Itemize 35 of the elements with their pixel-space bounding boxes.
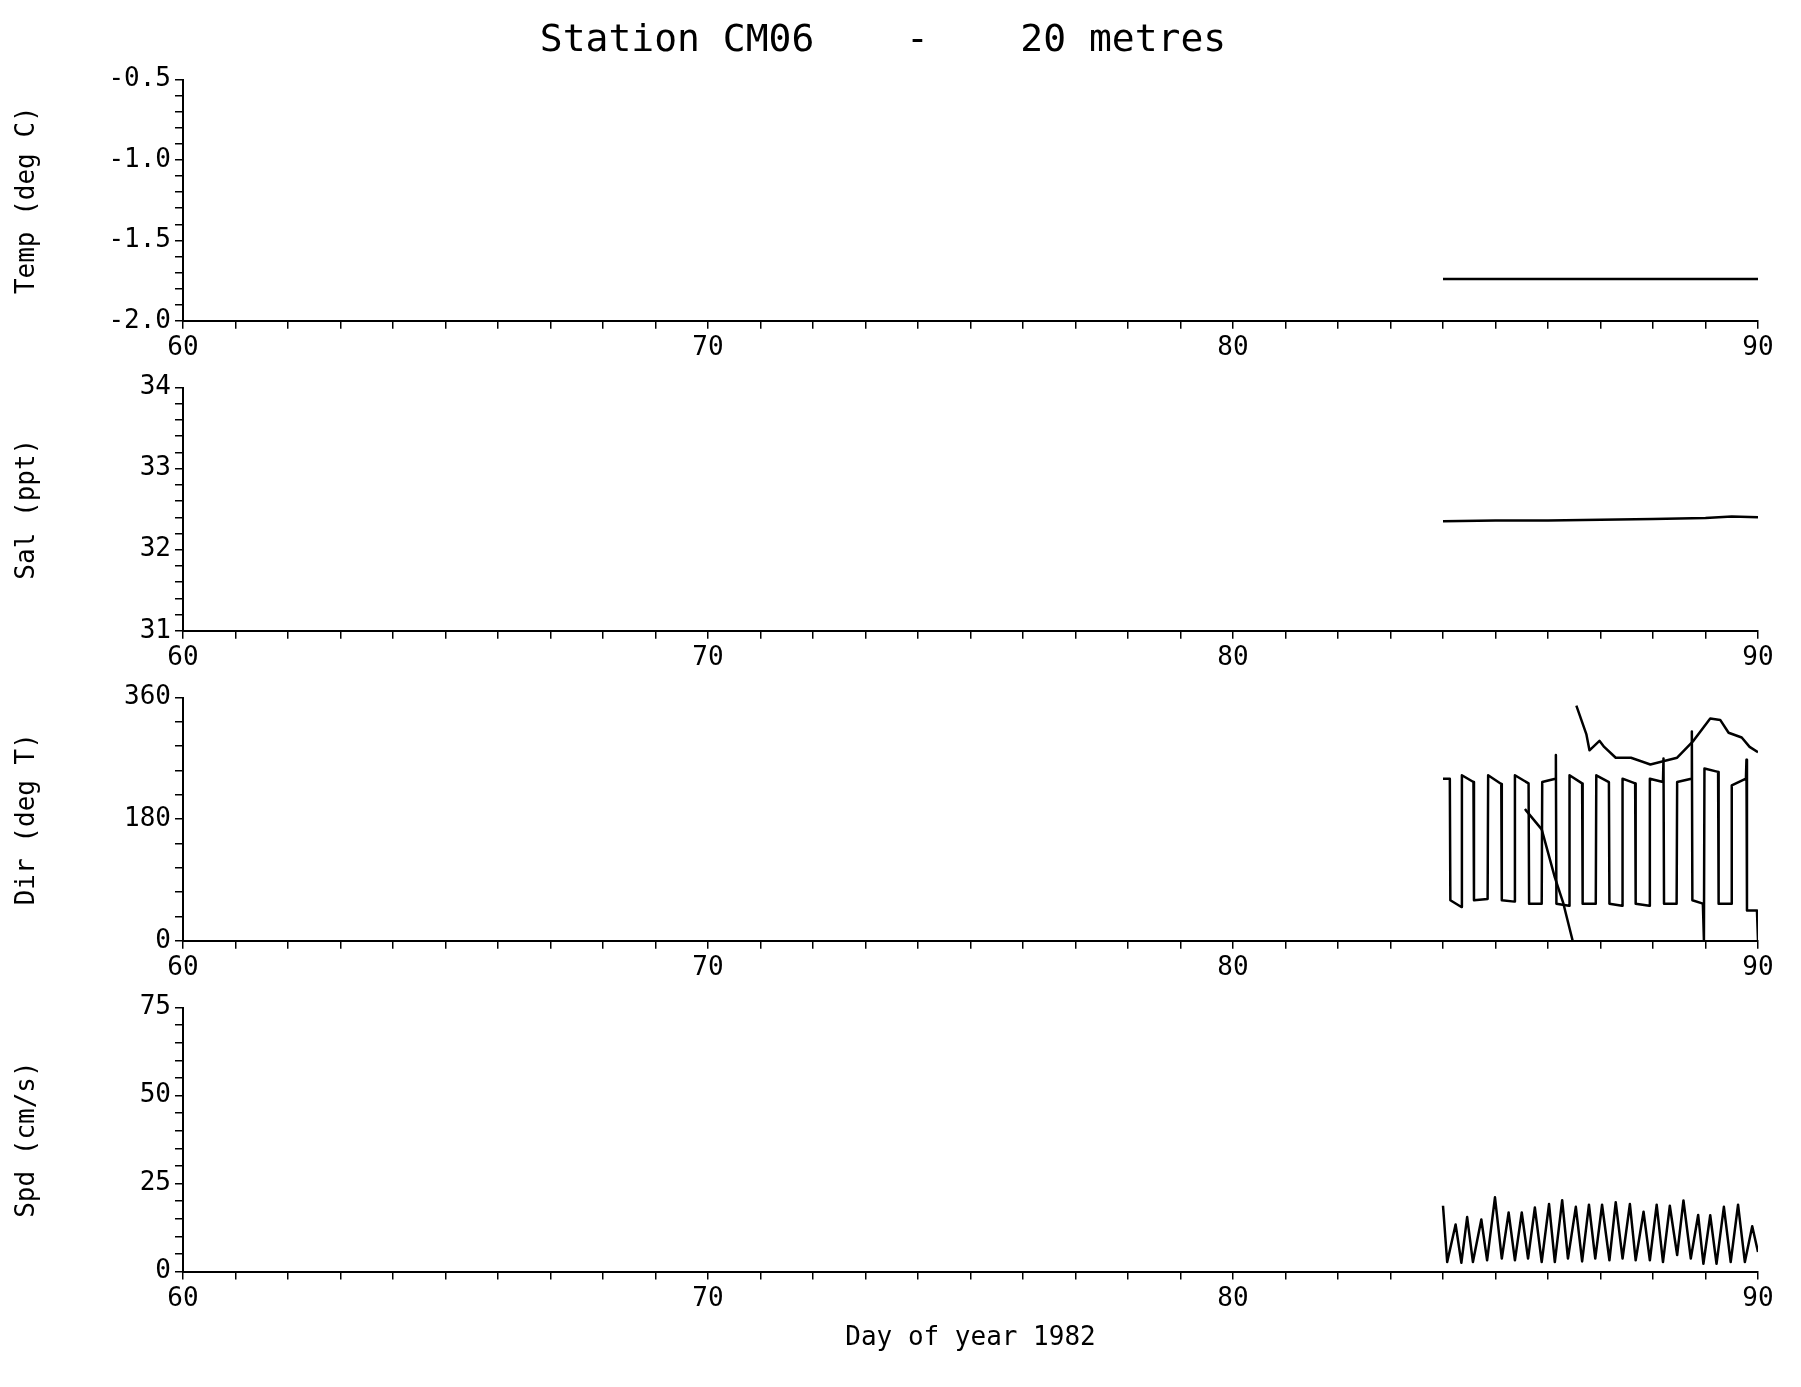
x-tick-label: 80	[1217, 641, 1249, 672]
y-tick-label: 25	[139, 1166, 171, 1197]
x-tick-label: 90	[1742, 951, 1774, 982]
y-tick-label: 50	[139, 1078, 171, 1109]
y-tick-label: 32	[139, 532, 171, 563]
x-tick-label: 80	[1217, 1281, 1249, 1312]
y-tick-label: 33	[139, 451, 171, 482]
x-tick-label: 90	[1742, 1281, 1774, 1312]
y-tick-label: 360	[124, 680, 171, 711]
x-tick-label: 70	[692, 951, 724, 982]
x-tick-label: 60	[167, 331, 199, 362]
x-tick-label: 70	[692, 1281, 724, 1312]
x-tick-label: 70	[692, 331, 724, 362]
y-tick-label: -0.5	[108, 62, 171, 93]
x-tick-label: 80	[1217, 331, 1249, 362]
x-tick-label: 60	[167, 951, 199, 982]
y-tick-label: 75	[139, 990, 171, 1021]
y-tick-label: 34	[139, 370, 171, 401]
y-tick-label: -1.0	[108, 142, 171, 173]
chart-title: Station CM06 - 20 metres	[539, 15, 1227, 60]
y-axis-title: Temp (deg C)	[10, 106, 41, 295]
y-tick-label: -2.0	[108, 303, 171, 334]
y-axis-title: Sal (ppt)	[10, 438, 41, 580]
y-tick-label: 0	[155, 923, 171, 954]
x-tick-label: 60	[167, 641, 199, 672]
y-axis-title: Spd (cm/s)	[10, 1061, 41, 1218]
y-tick-label: 180	[124, 801, 171, 832]
y-tick-label: -1.5	[108, 223, 171, 254]
x-tick-label: 70	[692, 641, 724, 672]
x-axis-title: Day of year 1982	[845, 1321, 1096, 1352]
x-tick-label: 90	[1742, 331, 1774, 362]
y-axis-title: Dir (deg T)	[10, 733, 41, 906]
x-tick-label: 90	[1742, 641, 1774, 672]
y-tick-label: 31	[139, 613, 171, 644]
x-tick-label: 80	[1217, 951, 1249, 982]
